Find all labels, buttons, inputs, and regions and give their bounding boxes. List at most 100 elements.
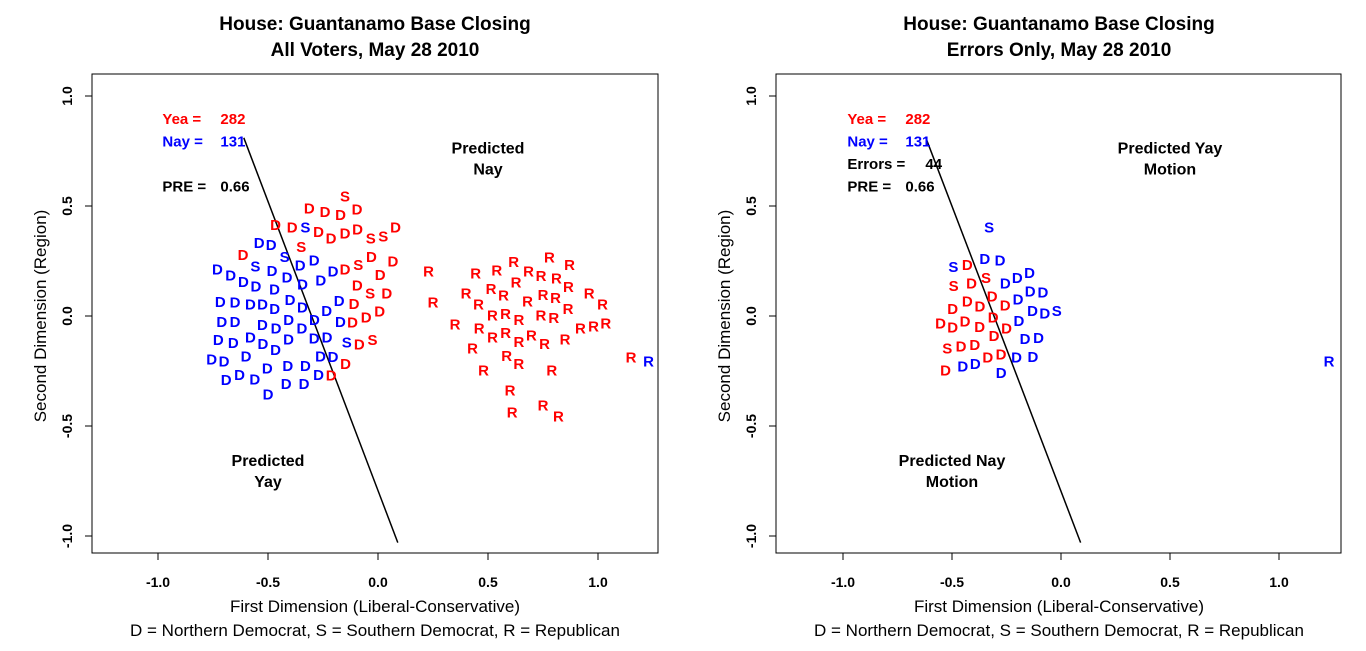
data-point: R [523, 264, 534, 281]
data-point: D [216, 314, 227, 331]
data-point: D [1024, 265, 1035, 282]
data-point: D [1000, 298, 1011, 315]
data-point: D [969, 337, 980, 354]
stat-label: Nay = [847, 134, 888, 151]
x-tick-label: -1.0 [831, 574, 855, 590]
data-point: D [287, 220, 298, 237]
data-point: D [245, 297, 256, 314]
stat-label: PRE = [162, 179, 206, 196]
data-point: D [321, 303, 332, 320]
stat-value: 282 [220, 111, 245, 128]
data-point: R [500, 306, 511, 323]
footnote: D = Northern Democrat, S = Southern Demo… [130, 621, 620, 640]
data-point: D [987, 289, 998, 306]
data-point: D [263, 387, 274, 404]
data-point: D [315, 348, 326, 365]
data-point: R [522, 294, 533, 311]
stat-value: 0.66 [220, 179, 249, 196]
data-point: D [221, 372, 232, 389]
data-point: D [1013, 292, 1024, 309]
data-point: R [563, 279, 574, 296]
data-point: R [551, 271, 562, 288]
data-point: D [234, 367, 245, 384]
data-point: D [996, 347, 1007, 364]
chart-title-line-1: House: Guantanamo Base Closing [903, 14, 1214, 35]
data-point: D [1039, 305, 1050, 322]
data-point: D [270, 217, 281, 234]
data-point: D [230, 294, 241, 311]
data-point: D [300, 358, 311, 375]
stat-value: 44 [925, 156, 942, 173]
data-point: D [230, 314, 241, 331]
data-point: D [1011, 349, 1022, 366]
data-point: D [340, 225, 351, 242]
data-point: R [470, 266, 481, 283]
chart-title-line-1: House: Guantanamo Base Closing [219, 14, 530, 35]
data-point: D [1013, 313, 1024, 330]
x-tick-label: -0.5 [940, 574, 964, 590]
data-point: R [423, 264, 434, 281]
data-point: D [297, 277, 308, 294]
x-tick-label: 0.5 [1160, 574, 1180, 590]
data-point: D [282, 358, 293, 375]
y-tick-label: -1.0 [743, 524, 759, 548]
data-point: R [575, 321, 586, 338]
data-point: R [526, 327, 537, 344]
data-point: D [390, 220, 401, 237]
data-point: R [491, 263, 502, 280]
data-point: R [501, 348, 512, 365]
data-point: D [238, 247, 249, 264]
y-axis-label: Second Dimension (Region) [715, 210, 734, 423]
x-axis-label: First Dimension (Liberal-Conservative) [914, 597, 1204, 616]
cutting-line [925, 137, 1082, 543]
region-label: Yay [254, 474, 282, 491]
data-point: R [584, 286, 595, 303]
data-point: D [1027, 303, 1038, 320]
x-tick-label: -0.5 [256, 574, 280, 590]
data-point: R [548, 310, 559, 327]
data-point: D [1027, 349, 1038, 366]
data-point: D [947, 320, 958, 337]
data-point: S [984, 220, 994, 237]
data-point: D [225, 267, 236, 284]
stat-label: Nay = [162, 134, 203, 151]
data-point: R [550, 290, 561, 307]
cutting-line [243, 137, 399, 543]
data-point: D [940, 363, 951, 380]
data-point: D [1012, 270, 1023, 287]
data-point: R [513, 312, 524, 329]
data-point: R [487, 308, 498, 325]
data-point: S [353, 257, 363, 274]
data-point: D [283, 332, 294, 349]
data-point: R [513, 334, 524, 351]
data-point: D [947, 301, 958, 318]
data-point: S [367, 332, 377, 349]
data-point: D [270, 342, 281, 359]
data-point: R [500, 325, 511, 342]
data-point: R [626, 349, 637, 366]
data-point: R [486, 281, 497, 298]
data-point: S [949, 278, 959, 295]
data-point: D [250, 278, 261, 295]
region-label: Motion [1144, 162, 1196, 179]
data-point: D [982, 350, 993, 367]
data-point: D [1025, 283, 1036, 300]
data-point: S [365, 286, 375, 303]
x-tick-label: 0.0 [368, 574, 388, 590]
data-point: D [340, 356, 351, 373]
x-tick-label: 0.0 [1051, 574, 1071, 590]
data-point: D [212, 261, 223, 278]
data-point: D [352, 201, 363, 218]
x-tick-label: 1.0 [588, 574, 608, 590]
data-point: D [282, 270, 293, 287]
data-point: D [334, 293, 345, 310]
y-axis-label: Second Dimension (Region) [31, 210, 50, 423]
data-point: D [387, 254, 398, 271]
data-point: R [1324, 354, 1335, 371]
data-point: D [254, 235, 265, 252]
data-point: D [257, 297, 268, 314]
data-point: D [228, 335, 239, 352]
data-point: R [450, 316, 461, 333]
data-point: D [974, 299, 985, 316]
